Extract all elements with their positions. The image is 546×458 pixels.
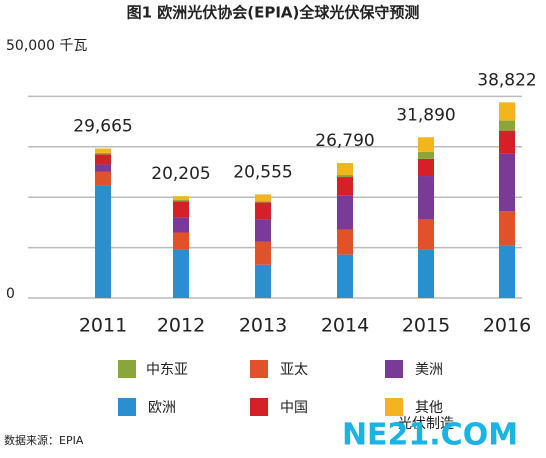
- legend-label: 美洲: [415, 362, 443, 378]
- legend-swatch: [385, 398, 403, 416]
- bar-segment: [499, 245, 515, 298]
- y-tick-label: 0: [6, 286, 15, 302]
- legend-label: 亚太: [280, 362, 308, 378]
- x-tick-label: 2013: [239, 315, 287, 337]
- bar-segment: [95, 154, 111, 165]
- bar-segment: [95, 148, 111, 153]
- bar-segment: [95, 152, 111, 155]
- bar-segment: [418, 176, 434, 220]
- bar-segment: [173, 217, 189, 233]
- total-label: 31,890: [396, 105, 455, 125]
- bar-segment: [255, 241, 271, 265]
- chart-title: 图1 欧洲光伏协会(EPIA)全球光伏保守预测: [127, 4, 420, 22]
- bar-segment: [337, 162, 353, 176]
- bar-segment: [337, 177, 353, 196]
- bar-segment: [255, 219, 271, 242]
- x-tick-label: 2012: [157, 315, 205, 337]
- bar-segment: [95, 171, 111, 186]
- bar-segment: [173, 196, 189, 200]
- bar-segment: [255, 202, 271, 220]
- bar-segment: [418, 137, 434, 152]
- bar-segment: [499, 130, 515, 154]
- total-label: 20,555: [233, 162, 292, 182]
- legend-label: 欧洲: [148, 400, 176, 416]
- bar-segment: [499, 153, 515, 212]
- total-label: 26,790: [315, 131, 374, 151]
- bar-segment: [255, 264, 271, 298]
- x-tick-label: 2011: [79, 315, 127, 337]
- x-tick-label: 2016: [483, 315, 531, 337]
- bar-segment: [173, 201, 189, 218]
- legend-label: 中东亚: [146, 362, 188, 378]
- bar-segment: [173, 199, 189, 202]
- bar-segment: [418, 219, 434, 250]
- y-tick-label: 50,000 千瓦: [6, 38, 87, 54]
- legend-label: 其他: [415, 400, 443, 416]
- bar-segment: [499, 120, 515, 131]
- bar-segment: [95, 185, 111, 298]
- total-label: 20,205: [151, 164, 210, 184]
- bar-segment: [337, 175, 353, 178]
- bar-segment: [95, 164, 111, 172]
- legend-swatch: [250, 360, 268, 378]
- legend-swatch: [250, 398, 268, 416]
- bar-segment: [337, 195, 353, 230]
- legend-swatch: [118, 398, 136, 416]
- legend-label: 中国: [280, 400, 308, 416]
- legend-swatch: [118, 360, 136, 378]
- x-tick-label: 2015: [402, 315, 450, 337]
- bar-segment: [337, 254, 353, 298]
- total-label: 29,665: [73, 116, 132, 136]
- bar-segment: [173, 249, 189, 298]
- total-label: 38,822: [477, 70, 536, 90]
- x-tick-label: 2014: [321, 315, 369, 337]
- watermark-logo: NE21.COM: [342, 418, 518, 453]
- bar-segment: [418, 249, 434, 298]
- bar-segment: [499, 211, 515, 246]
- bar-segment: [337, 229, 353, 255]
- source: 数据来源：EPIA: [4, 433, 84, 447]
- watermark: 光伏制造: [398, 416, 454, 432]
- bar-segment: [499, 102, 515, 121]
- bar-segment: [173, 232, 189, 250]
- bar-segment: [255, 194, 271, 202]
- bar-segment: [418, 158, 434, 177]
- bar-segment: [255, 201, 271, 203]
- legend-swatch: [385, 360, 403, 378]
- bar-segment: [418, 151, 434, 159]
